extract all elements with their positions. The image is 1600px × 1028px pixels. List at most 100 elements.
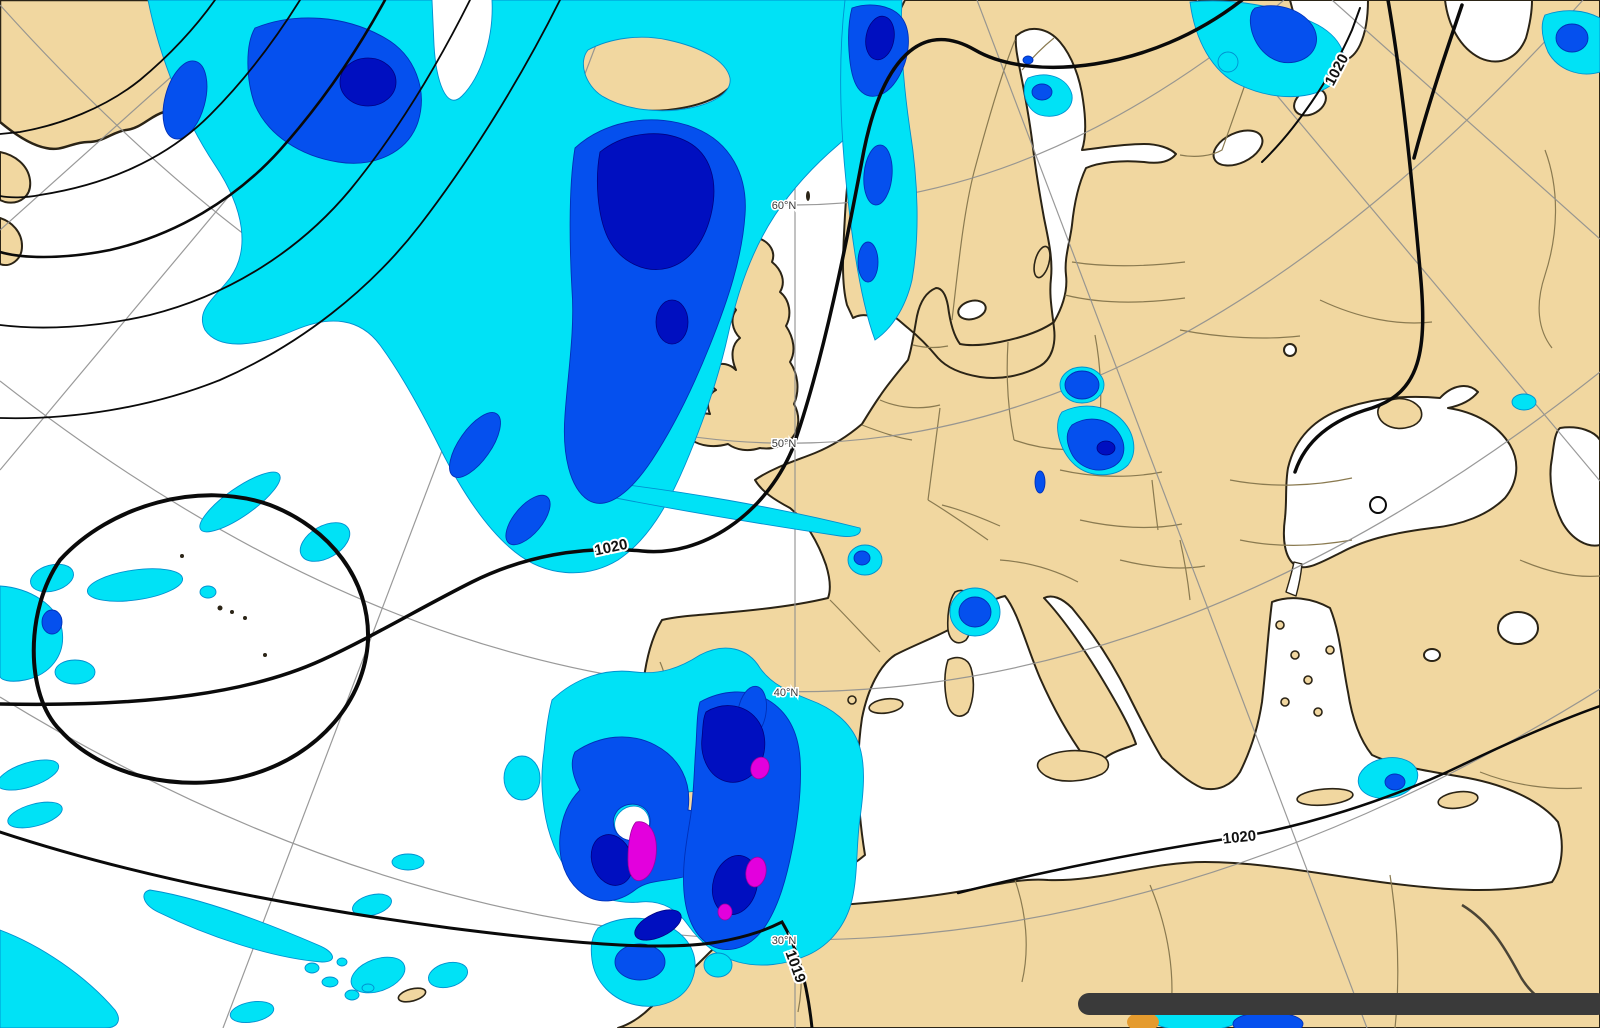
precip-iberia-heavy bbox=[701, 705, 766, 783]
precip-streak bbox=[199, 471, 281, 533]
precip-atlantic-core bbox=[247, 17, 422, 164]
border-turkey-syria bbox=[1479, 771, 1583, 790]
bosporus-strait bbox=[1285, 561, 1303, 597]
border-norway-sweden bbox=[951, 39, 1016, 321]
precip-alboran-moderate bbox=[614, 943, 666, 981]
isobar-1020-mediterranean bbox=[956, 704, 1600, 895]
border-germany-poland bbox=[1006, 341, 1015, 441]
precip-streak-moderate bbox=[505, 494, 551, 546]
precip-alps-moderate bbox=[1066, 418, 1125, 471]
border-austria-hungary bbox=[1059, 469, 1163, 477]
precip-canary bbox=[321, 976, 339, 988]
border-baltics bbox=[1064, 294, 1186, 303]
island-sardinia bbox=[944, 656, 975, 717]
aegean-island bbox=[1303, 675, 1313, 685]
aegean-island bbox=[1325, 645, 1335, 655]
precip-spot bbox=[1511, 393, 1537, 411]
overlay-layer bbox=[1078, 993, 1600, 1028]
lake-tuz bbox=[1497, 611, 1539, 645]
timeline-scrubber-bar[interactable] bbox=[1078, 993, 1600, 1015]
precip-streak-moderate bbox=[162, 60, 208, 140]
precip-heavy-core bbox=[339, 57, 397, 107]
aegean-island bbox=[1275, 620, 1285, 630]
precip-streak bbox=[0, 759, 60, 791]
island-sicily bbox=[1036, 749, 1110, 782]
precip-norway-heavy bbox=[865, 15, 895, 61]
border-switzerland bbox=[941, 504, 1001, 527]
precip-spot bbox=[503, 755, 541, 801]
precip-kola-moderate bbox=[1249, 5, 1317, 64]
precip-extreme-spot bbox=[717, 903, 733, 921]
border-netherlands bbox=[879, 399, 941, 409]
precip-streak-moderate bbox=[449, 412, 501, 478]
island-crimea bbox=[1377, 397, 1423, 430]
precip-streak bbox=[86, 568, 184, 602]
aegean-island bbox=[1290, 650, 1300, 660]
precip-spot bbox=[229, 1000, 275, 1024]
orange-marker bbox=[1127, 1012, 1159, 1028]
border-france-spain bbox=[829, 599, 881, 653]
latitude-label-50n: 50°N bbox=[772, 438, 797, 450]
latitude-label-40n: 40°N bbox=[774, 687, 799, 699]
precip-liguria-moderate bbox=[853, 550, 871, 566]
isobar-atlantic bbox=[0, 0, 216, 135]
isobar-atlantic bbox=[0, 0, 301, 199]
canary-island bbox=[397, 987, 427, 1003]
precip-extreme-spot bbox=[750, 756, 770, 780]
precip-comma-heavy bbox=[597, 133, 715, 270]
border-algeria-tunisia bbox=[1014, 879, 1027, 983]
parallel-50n bbox=[0, 0, 1584, 444]
precip-streak bbox=[7, 801, 63, 829]
coastline-greenland-fragment bbox=[0, 151, 32, 204]
azores-island bbox=[180, 554, 184, 558]
precip-topright-moderate bbox=[1555, 23, 1589, 53]
border-baltics bbox=[1071, 261, 1186, 267]
border-belarus bbox=[1179, 329, 1301, 339]
border-belgium-france bbox=[861, 424, 913, 441]
isobar-atlantic bbox=[0, 0, 471, 329]
azores-island bbox=[243, 616, 247, 620]
precip-norway-moderate bbox=[857, 241, 879, 283]
aegean-island bbox=[1313, 707, 1323, 717]
inland-lake bbox=[1283, 343, 1297, 357]
caspian-sea-edge bbox=[1549, 426, 1600, 547]
parallel-40n bbox=[0, 371, 1600, 693]
border-romania bbox=[1229, 477, 1353, 486]
precip-streak bbox=[143, 889, 333, 963]
precip-spot bbox=[427, 961, 469, 989]
isobar-east-branch bbox=[1412, 3, 1464, 160]
lake-vanern bbox=[957, 299, 987, 321]
precip-norway-moderate bbox=[863, 144, 893, 206]
precip-left-mass bbox=[0, 585, 64, 682]
precip-canary bbox=[344, 989, 360, 1001]
latitude-label-60n: 60°N bbox=[772, 200, 797, 212]
precip-heavy-core bbox=[655, 299, 689, 345]
border-balkans bbox=[1119, 559, 1206, 569]
border-hungary-romania bbox=[1151, 479, 1159, 531]
precip-spot-moderate bbox=[41, 609, 63, 635]
isobar-1020-northeast bbox=[1261, 7, 1361, 163]
isobar-1020-main bbox=[0, 0, 1244, 707]
precip-central-europe-moderate bbox=[1064, 370, 1100, 400]
isobar-east-thick bbox=[1293, 0, 1425, 474]
pressure-label: 1020 bbox=[1222, 827, 1257, 847]
precip-iberia-heavy bbox=[634, 909, 682, 941]
border-bulgaria bbox=[1239, 539, 1353, 546]
aegean-island bbox=[1280, 697, 1290, 707]
island-gotland bbox=[1033, 245, 1051, 279]
border-france-germany bbox=[927, 407, 941, 501]
precip-alps-heavy bbox=[1096, 440, 1116, 456]
precip-spot-moderate bbox=[1022, 55, 1034, 65]
island-crete bbox=[1296, 787, 1354, 807]
precip-spot bbox=[199, 585, 217, 599]
shetland-islands bbox=[806, 191, 810, 201]
anatolian-lake bbox=[1423, 648, 1441, 662]
precip-spot bbox=[1217, 51, 1239, 73]
border-italy-austria bbox=[999, 559, 1079, 583]
precip-east-med-moderate bbox=[1384, 773, 1406, 791]
island-mallorca bbox=[868, 697, 904, 715]
border-france-italy bbox=[927, 499, 989, 541]
